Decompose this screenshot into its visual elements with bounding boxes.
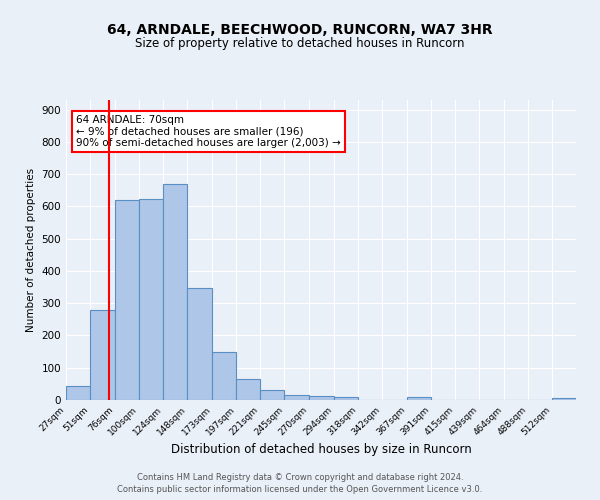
Text: Distribution of detached houses by size in Runcorn: Distribution of detached houses by size … [170, 442, 472, 456]
Text: Size of property relative to detached houses in Runcorn: Size of property relative to detached ho… [135, 38, 465, 51]
Bar [139, 200, 163, 400]
Bar [115, 200, 139, 400]
Bar [334, 397, 358, 400]
Bar [163, 184, 187, 400]
Bar [66, 386, 90, 400]
Bar [187, 288, 212, 400]
Bar [407, 397, 431, 400]
Bar [284, 395, 310, 400]
Bar [260, 390, 284, 400]
Text: 64, ARNDALE, BEECHWOOD, RUNCORN, WA7 3HR: 64, ARNDALE, BEECHWOOD, RUNCORN, WA7 3HR [107, 22, 493, 36]
Bar [212, 352, 236, 400]
Text: Contains public sector information licensed under the Open Government Licence v3: Contains public sector information licen… [118, 485, 482, 494]
Bar [90, 310, 115, 400]
Text: 64 ARNDALE: 70sqm
← 9% of detached houses are smaller (196)
90% of semi-detached: 64 ARNDALE: 70sqm ← 9% of detached house… [76, 115, 341, 148]
Bar [310, 396, 334, 400]
Bar [236, 379, 260, 400]
Bar [552, 398, 576, 400]
Y-axis label: Number of detached properties: Number of detached properties [26, 168, 36, 332]
Text: Contains HM Land Registry data © Crown copyright and database right 2024.: Contains HM Land Registry data © Crown c… [137, 472, 463, 482]
